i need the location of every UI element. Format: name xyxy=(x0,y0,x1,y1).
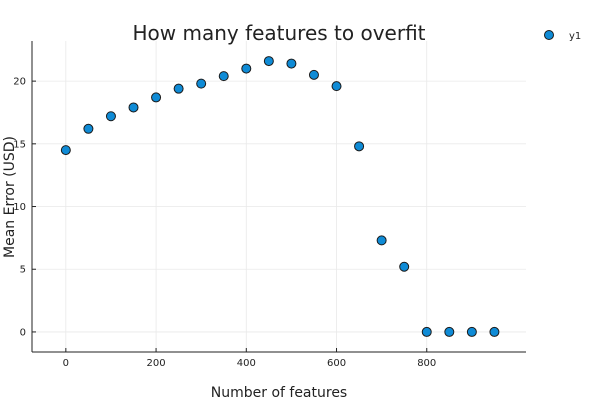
data-point xyxy=(376,235,387,246)
legend-label-y1: y1 xyxy=(569,31,581,42)
data-point xyxy=(286,58,297,69)
y-tick-label: 0 xyxy=(20,327,26,338)
data-point xyxy=(151,92,162,103)
y-tick-label: 10 xyxy=(13,202,26,213)
grid-layer xyxy=(32,41,526,352)
legend: y1 xyxy=(544,30,581,42)
y-axis-label: Mean Error (USD) xyxy=(2,136,18,258)
y-tick-label: 15 xyxy=(13,139,26,150)
ticks-layer: 0 200 400 600 800 0 5 10 15 20 xyxy=(13,77,436,369)
y-tick-label: 20 xyxy=(13,77,26,88)
points-layer xyxy=(60,56,500,337)
data-point xyxy=(173,83,184,94)
x-tick-label: 600 xyxy=(327,358,346,369)
data-point xyxy=(105,111,116,122)
x-axis-label: Number of features xyxy=(211,385,347,400)
x-tick-label: 200 xyxy=(147,358,166,369)
data-point xyxy=(489,326,500,337)
data-point xyxy=(354,141,365,152)
x-tick-label: 0 xyxy=(63,358,69,369)
data-point xyxy=(466,326,477,337)
data-point xyxy=(308,69,319,80)
legend-marker-y1 xyxy=(544,30,554,40)
data-point xyxy=(263,56,274,67)
data-point xyxy=(128,102,139,113)
data-point xyxy=(218,71,229,82)
x-tick-label: 800 xyxy=(417,358,436,369)
data-point xyxy=(60,145,71,156)
data-point xyxy=(399,261,410,272)
data-point xyxy=(83,123,94,134)
data-point xyxy=(331,81,342,92)
y-tick-label: 5 xyxy=(20,265,26,276)
data-point xyxy=(444,326,455,337)
axes-layer xyxy=(31,41,526,353)
data-point xyxy=(241,63,252,74)
chart-title: How many features to overfit xyxy=(132,21,425,45)
data-point xyxy=(196,78,207,89)
data-point xyxy=(421,326,432,337)
x-tick-label: 400 xyxy=(237,358,256,369)
